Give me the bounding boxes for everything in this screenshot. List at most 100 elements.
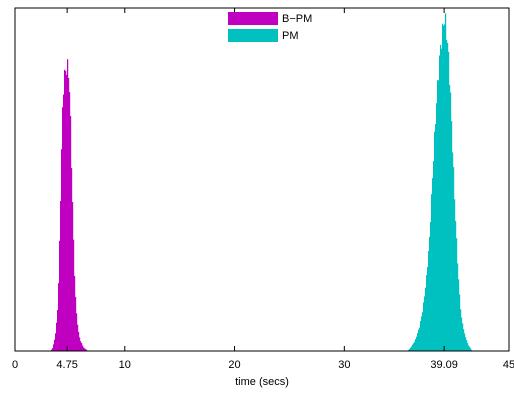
histogram-bar	[413, 343, 415, 351]
x-tick-label: 45	[503, 359, 514, 371]
histogram-bar	[422, 312, 424, 351]
histogram-bar	[444, 24, 446, 351]
plot-frame	[14, 7, 510, 352]
histogram-bar	[429, 236, 431, 351]
x-axis: 0 4.75 10 20 30 39.09 45	[12, 8, 514, 371]
histogram-bar	[462, 323, 464, 351]
histogram-bar	[426, 275, 428, 351]
histogram-bar	[468, 345, 470, 351]
histogram-bar	[466, 340, 468, 351]
histogram-bar	[461, 317, 463, 351]
histogram-bar	[73, 239, 75, 351]
histogram-bar	[75, 296, 77, 351]
histogram-bar	[81, 343, 83, 351]
histogram-bar	[410, 347, 412, 351]
histogram-bar	[59, 240, 61, 351]
histogram-bar	[419, 327, 421, 351]
histogram-bar	[52, 348, 54, 351]
histogram-bar	[53, 344, 55, 351]
histogram-bar	[450, 92, 452, 352]
legend-label: PM	[282, 30, 299, 42]
legend-swatch	[228, 12, 278, 25]
histogram-bar	[60, 200, 62, 351]
histogram-bar	[459, 294, 461, 351]
histogram-bar	[436, 103, 438, 351]
histogram-bar	[65, 70, 67, 351]
histogram-bar	[82, 345, 84, 351]
histogram-bar	[425, 287, 427, 351]
histogram-bar	[430, 222, 432, 351]
histogram-bar	[62, 107, 64, 352]
histogram-bar	[464, 333, 466, 351]
histogram-bar	[408, 349, 410, 351]
histogram-bar	[447, 42, 449, 352]
histogram-bar	[424, 296, 426, 351]
histogram-bar	[455, 221, 457, 351]
histogram-bar	[85, 349, 87, 351]
histogram-bar	[431, 194, 433, 351]
histogram-bar	[72, 202, 74, 351]
histogram-bar	[456, 238, 458, 351]
histogram-bar	[445, 13, 447, 351]
histogram-bar	[411, 346, 413, 351]
histogram-bar	[443, 25, 445, 352]
histogram-bar	[84, 348, 86, 351]
histogram-bar	[469, 346, 471, 351]
histogram-bar	[442, 23, 444, 352]
histogram-bar	[423, 302, 425, 351]
histogram-bar	[56, 322, 58, 351]
series-layer	[51, 13, 473, 352]
histogram-bar	[57, 310, 59, 351]
histogram-bar	[458, 279, 460, 351]
histogram-bar	[439, 55, 441, 352]
histogram-bar	[67, 59, 69, 352]
histogram-bar	[467, 343, 469, 351]
histogram-bar	[70, 116, 72, 351]
histogram-bar	[83, 347, 85, 351]
legend: B−PM PM	[228, 12, 312, 42]
legend-swatch	[228, 29, 278, 42]
histogram-bar	[471, 349, 473, 351]
histogram-bar	[63, 94, 65, 352]
histogram-bar	[61, 149, 63, 351]
histogram-bar	[454, 199, 456, 351]
histogram-bar	[77, 324, 79, 351]
histogram-bar	[441, 48, 443, 352]
histogram-bar	[54, 339, 56, 351]
histogram-bar	[76, 313, 78, 351]
x-tick-label: 0	[12, 359, 18, 371]
x-axis-label: time (secs)	[235, 376, 289, 388]
histogram-bar	[457, 263, 459, 351]
histogram-bar	[437, 80, 439, 351]
histogram-bar	[80, 341, 82, 351]
histogram-bar	[71, 168, 73, 351]
histogram-bar	[64, 69, 66, 351]
histogram-bar	[452, 152, 454, 351]
histogram-bar	[68, 77, 70, 351]
x-tick-label: 4.75	[56, 359, 77, 371]
x-tick-label: 10	[119, 359, 131, 371]
histogram-bar	[421, 316, 423, 351]
histogram-bar	[446, 39, 448, 352]
histogram-bar	[434, 131, 436, 351]
histogram-bar	[449, 85, 451, 351]
histogram-bar	[420, 321, 422, 351]
histogram-bar	[66, 74, 68, 351]
histogram-bar	[432, 178, 434, 351]
x-tick-label: 30	[338, 359, 350, 371]
histogram-bar	[465, 337, 467, 351]
x-tick-label: 20	[228, 359, 240, 371]
series-2	[407, 13, 473, 352]
histogram-bar	[51, 349, 53, 351]
histogram-bar	[409, 348, 411, 351]
histogram-bar	[415, 339, 417, 351]
histogram-bar	[58, 283, 60, 351]
histogram-bar	[79, 337, 81, 351]
histogram-bar	[416, 336, 418, 351]
histogram-bar	[451, 121, 453, 351]
histogram-bar	[427, 266, 429, 351]
histogram-bar	[414, 341, 416, 351]
histogram-bar	[78, 331, 80, 351]
x-tick-label: 39.09	[430, 359, 458, 371]
